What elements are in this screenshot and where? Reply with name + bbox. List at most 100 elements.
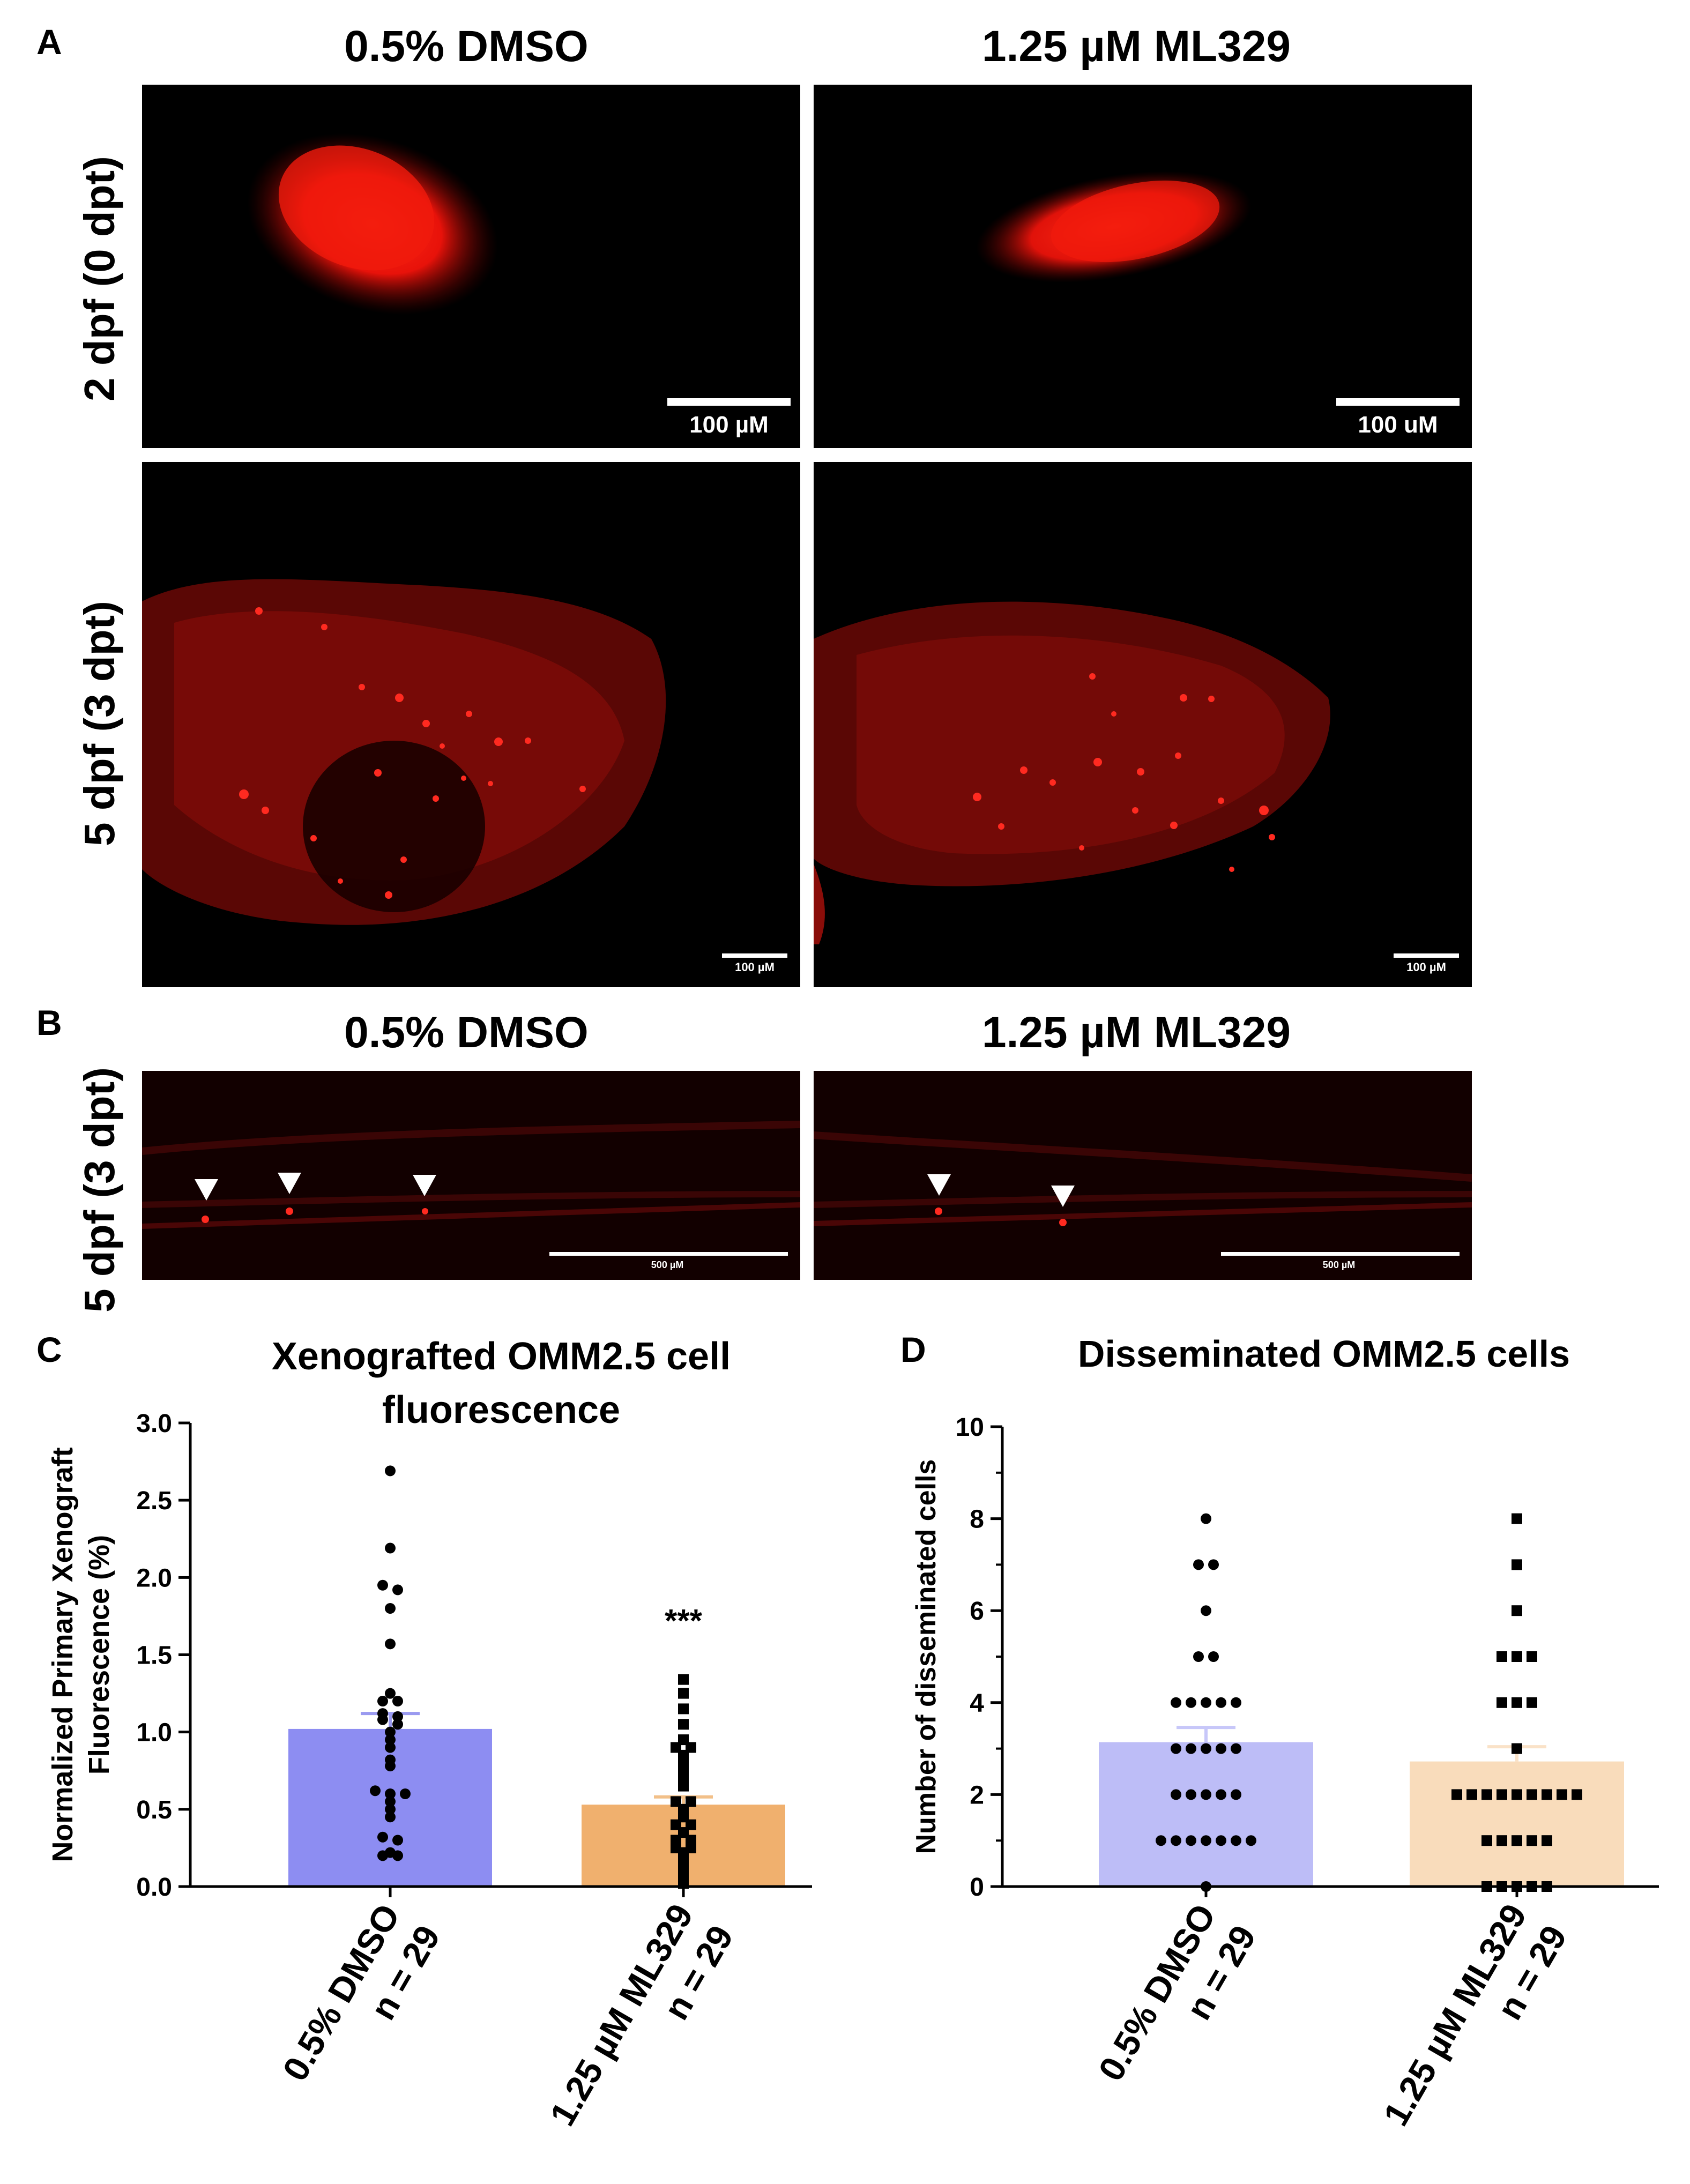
data-point	[377, 1696, 388, 1706]
data-point	[1542, 1835, 1552, 1846]
data-point	[1512, 1559, 1522, 1570]
scale-label: 100 uM	[1358, 412, 1438, 438]
data-point	[678, 1688, 689, 1699]
data-point	[1216, 1789, 1226, 1800]
data-point	[1193, 1651, 1204, 1662]
y-tick-label: 10	[956, 1413, 984, 1442]
scale-label: 500 µM	[1322, 1259, 1356, 1270]
y-tick-label: 0.5	[136, 1796, 172, 1824]
panel-letter-d: D	[900, 1330, 926, 1369]
data-point	[678, 1674, 689, 1685]
micrograph-trunk-ml329: 500 µM	[814, 1071, 1472, 1280]
data-point	[1512, 1789, 1522, 1800]
data-point	[385, 1742, 396, 1753]
data-point	[377, 1831, 388, 1843]
data-point	[377, 1579, 388, 1591]
scale-label: 100 µM	[735, 960, 775, 974]
data-point	[1481, 1835, 1492, 1846]
data-point	[385, 1761, 396, 1772]
scale-bar	[722, 953, 787, 958]
data-point	[385, 1788, 396, 1799]
data-point	[1572, 1789, 1582, 1800]
y-axis-label-line: Fluorescence (%)	[83, 1535, 115, 1775]
data-point	[1527, 1651, 1537, 1662]
data-point	[1201, 1697, 1211, 1708]
arrowhead-marker	[413, 1175, 436, 1196]
data-point	[392, 1584, 403, 1596]
data-point	[1497, 1835, 1507, 1846]
data-point	[385, 1726, 396, 1738]
data-point	[392, 1711, 403, 1722]
data-point	[1186, 1835, 1196, 1846]
arrowhead-marker	[927, 1174, 951, 1196]
data-point	[1512, 1513, 1522, 1524]
data-point	[1466, 1789, 1477, 1800]
micrograph-dmso-2dpf: 100 µM	[142, 85, 800, 448]
data-point	[392, 1835, 403, 1846]
arrowhead-marker	[1051, 1186, 1075, 1207]
y-tick-label: 8	[970, 1505, 984, 1534]
data-point	[1231, 1697, 1241, 1708]
data-point	[1171, 1697, 1181, 1708]
data-point	[1186, 1697, 1196, 1708]
data-point	[1231, 1835, 1241, 1846]
data-point	[1201, 1513, 1211, 1524]
data-point	[385, 1603, 396, 1614]
data-point	[1512, 1697, 1522, 1708]
data-point	[1527, 1835, 1537, 1846]
data-point	[1451, 1789, 1462, 1800]
data-point	[1216, 1743, 1226, 1754]
panel-letter-b: B	[36, 1003, 62, 1042]
scale-bar	[549, 1252, 788, 1256]
chart-title-line: Xenografted OMM2.5 cell	[272, 1335, 731, 1378]
y-tick-label: 6	[970, 1597, 984, 1626]
y-axis-label: Number of disseminated cells	[911, 1459, 942, 1854]
data-point	[1231, 1789, 1241, 1800]
data-point	[1512, 1651, 1522, 1662]
data-point	[678, 1868, 689, 1880]
data-point	[1512, 1743, 1522, 1754]
scale-label: 500 µM	[651, 1259, 684, 1270]
tumor-fluorescence-dmso-2dpf	[247, 133, 498, 315]
row-label-5dpf-b: 5 dpf (3 dpt)	[76, 1067, 123, 1313]
y-axis-label-line: Normalized Primary Xenograft	[47, 1447, 79, 1862]
data-point	[1201, 1789, 1211, 1800]
col-title-dmso-a: 0.5% DMSO	[344, 22, 589, 71]
data-point	[678, 1703, 689, 1715]
data-point	[678, 1719, 689, 1730]
data-point	[1557, 1789, 1567, 1800]
data-point	[1512, 1835, 1522, 1846]
panel-letter-a: A	[36, 22, 62, 62]
larva-fluorescence-ml329-5dpf	[814, 601, 1330, 944]
micrograph-dmso-5dpf: 100 µM	[142, 462, 800, 987]
data-point	[370, 1785, 381, 1797]
data-point	[1201, 1835, 1211, 1846]
data-point	[1527, 1697, 1537, 1708]
data-point	[1186, 1743, 1196, 1754]
y-tick-label: 2.5	[136, 1487, 172, 1515]
data-point	[678, 1780, 689, 1792]
larva-fluorescence-dmso-5dpf	[142, 579, 666, 925]
data-point	[1171, 1835, 1181, 1846]
micrograph-ml329-2dpf: 100 uM	[814, 85, 1472, 448]
scale-bar	[1336, 398, 1460, 406]
data-point	[1481, 1789, 1492, 1800]
bar-1	[1099, 1742, 1313, 1887]
scale-label: 100 µM	[689, 412, 769, 438]
data-point	[1542, 1789, 1552, 1800]
data-point	[1512, 1605, 1522, 1616]
data-point	[1497, 1651, 1507, 1662]
data-point	[1497, 1789, 1507, 1800]
data-point	[1201, 1743, 1211, 1754]
data-point	[385, 1812, 396, 1823]
data-point	[385, 1688, 396, 1699]
data-point	[385, 1734, 396, 1746]
y-tick-label: 1.5	[136, 1642, 172, 1670]
y-tick-label: 2	[970, 1781, 984, 1809]
col-title-ml329-b: 1.25 µM ML329	[982, 1008, 1291, 1057]
y-tick-label: 3.0	[136, 1410, 172, 1438]
panel-letter-c: C	[36, 1330, 62, 1369]
data-point	[1216, 1697, 1226, 1708]
scale-bar	[1221, 1252, 1460, 1256]
